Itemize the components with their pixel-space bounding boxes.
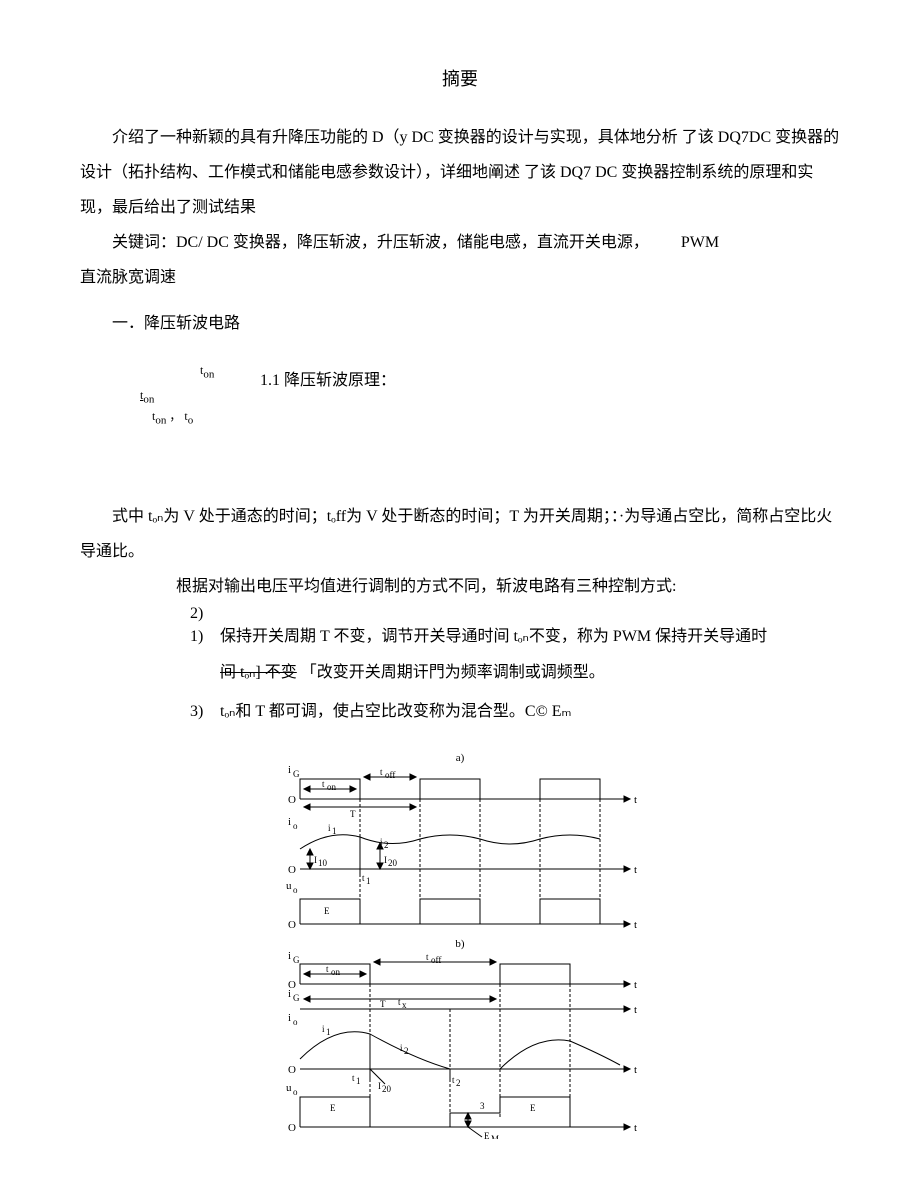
svg-text:o: o	[293, 1017, 298, 1027]
svg-text:t: t	[634, 864, 637, 876]
svg-text:off: off	[431, 955, 441, 965]
svg-text:3: 3	[480, 1101, 485, 1111]
svg-text:i: i	[288, 1012, 291, 1024]
svg-text:on: on	[327, 782, 337, 792]
svg-text:t: t	[634, 1122, 637, 1134]
section-1-heading: 一．降压斩波电路	[80, 306, 840, 341]
svg-text:i: i	[288, 816, 291, 828]
ton-superscript: ton	[200, 357, 214, 387]
keywords-line: 关键词：DC/ DC 变换器，降压斩波，升压斩波，储能电感，直流开关电源， PW…	[80, 225, 840, 260]
svg-text:t: t	[362, 873, 365, 883]
svg-text:t: t	[380, 767, 383, 777]
svg-text:O: O	[288, 919, 296, 931]
svg-text:2: 2	[456, 1078, 461, 1088]
svg-text:2: 2	[404, 1046, 409, 1056]
svg-text:i: i	[288, 764, 291, 776]
svg-text:G: G	[293, 769, 300, 779]
diagram-label-a: a)	[456, 752, 465, 764]
svg-text:E: E	[324, 906, 330, 916]
svg-text:t: t	[634, 1004, 637, 1016]
svg-text:E: E	[484, 1131, 490, 1139]
fraction-block: ton ton ， to	[140, 387, 840, 429]
svg-text:i: i	[400, 1043, 403, 1053]
svg-text:o: o	[293, 821, 298, 831]
list-num-1: 1)	[190, 619, 220, 689]
svg-text:on: on	[331, 967, 341, 977]
svg-text:O: O	[288, 1122, 296, 1134]
section-1-1-heading: 1.1 降压斩波原理：	[260, 363, 396, 398]
svg-text:b): b)	[455, 938, 465, 950]
svg-text:I: I	[378, 1081, 381, 1091]
svg-text:t: t	[352, 1073, 355, 1083]
list-item-3: tₒₙ和 T 都可调，使占空比改变称为混合型。C© Eₘ	[220, 694, 840, 729]
svg-text:I: I	[384, 855, 387, 865]
svg-text:t: t	[326, 964, 329, 974]
svg-text:off: off	[385, 770, 395, 780]
svg-text:i: i	[322, 1024, 325, 1034]
svg-text:O: O	[288, 1064, 296, 1076]
intro-paragraph: 介绍了一种新颖的具有升降压功能的 D（y DC 变换器的设计与实现，具体地分析 …	[80, 120, 840, 226]
svg-text:T: T	[380, 999, 386, 1009]
keywords-cont: 直流脉宽调速	[80, 260, 840, 295]
svg-text:o: o	[293, 1087, 298, 1097]
svg-text:G: G	[293, 993, 300, 1003]
svg-text:E: E	[530, 1103, 536, 1113]
svg-text:1: 1	[326, 1027, 331, 1037]
svg-text:G: G	[293, 955, 300, 965]
svg-text:1: 1	[366, 876, 371, 886]
svg-text:u: u	[286, 1082, 292, 1094]
svg-text:20: 20	[388, 858, 398, 868]
svg-text:u: u	[286, 880, 292, 892]
svg-text:t: t	[322, 779, 325, 789]
svg-text:i: i	[288, 988, 291, 1000]
svg-text:t: t	[634, 1064, 637, 1076]
formula-explain: 式中 tₒₙ为 V 处于通态的时间；tₒff为 V 处于断态的时间；T 为开关周…	[80, 499, 840, 569]
svg-text:10: 10	[318, 858, 328, 868]
svg-text:1: 1	[332, 826, 337, 836]
svg-text:x: x	[402, 1000, 407, 1010]
svg-text:o: o	[293, 885, 298, 895]
svg-text:t: t	[634, 919, 637, 931]
control-modes-intro: 根据对输出电压平均值进行调制的方式不同，斩波电路有三种控制方式:	[80, 569, 840, 604]
abstract-title: 摘要	[80, 60, 840, 100]
control-modes-list: 2) 1) 保持开关周期 T 不变，调节开关导通时间 tₒₙ不变，称为 PWM …	[190, 604, 840, 729]
list-num-3: 3)	[190, 694, 220, 729]
svg-text:E: E	[330, 1103, 336, 1113]
svg-text:O: O	[288, 794, 296, 806]
svg-text:O: O	[288, 864, 296, 876]
svg-text:i: i	[328, 823, 331, 833]
svg-text:t: t	[452, 1075, 455, 1085]
svg-text:t: t	[426, 952, 429, 962]
svg-text:t: t	[634, 794, 637, 806]
svg-text:i: i	[288, 950, 291, 962]
keywords-pwm: PWM	[681, 234, 719, 251]
svg-text:M: M	[491, 1134, 499, 1139]
svg-text:T: T	[350, 809, 356, 819]
svg-text:2: 2	[384, 840, 389, 850]
svg-text:20: 20	[382, 1084, 392, 1094]
keywords-text: 关键词：DC/ DC 变换器，降压斩波，升压斩波，储能电感，直流开关电源，	[112, 234, 649, 251]
list-item-1: 保持开关周期 T 不变，调节开关导通时间 tₒₙ不变，称为 PWM 保持开关导通…	[220, 619, 840, 689]
waveform-diagram: a) i G O t t on t off T i o O t	[80, 749, 840, 1139]
svg-text:1: 1	[356, 1076, 361, 1086]
svg-text:I: I	[314, 855, 317, 865]
svg-text:t: t	[634, 979, 637, 991]
